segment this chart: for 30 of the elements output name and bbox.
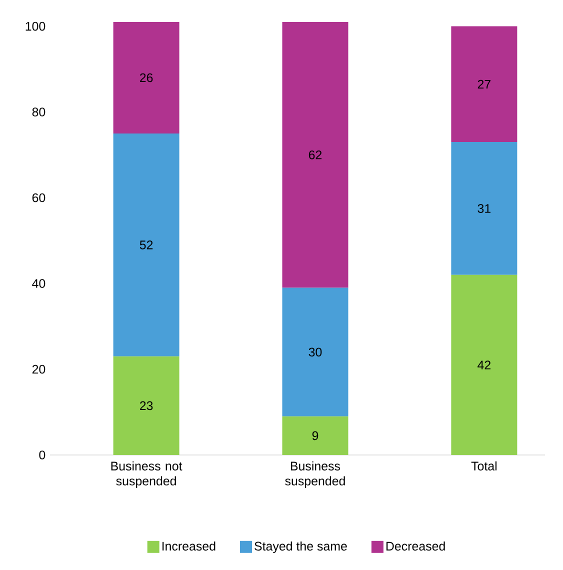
data-label: 23 [140, 401, 153, 410]
y-tick-label: 20 [32, 364, 46, 374]
data-label: 42 [478, 360, 490, 370]
x-tick-label: Business suspended [285, 461, 345, 488]
data-label: 26 [140, 73, 153, 82]
bar [113, 133, 180, 356]
bar [451, 274, 518, 455]
y-tick-label: 40 [32, 279, 46, 288]
data-label: 52 [140, 240, 153, 250]
bar [113, 22, 180, 134]
y-tick-label: 100 [26, 22, 46, 31]
bar [282, 416, 348, 455]
bar [282, 288, 348, 416]
data-label: 9 [312, 431, 318, 440]
legend-label: Stayed the same [254, 541, 347, 554]
data-label: 62 [308, 150, 322, 160]
legend-label: Increased [162, 541, 216, 551]
x-tick-label: Total [471, 461, 497, 470]
y-tick-label: 60 [32, 193, 46, 202]
data-label: 27 [478, 80, 490, 88]
legend-label: Decreased [386, 541, 445, 551]
x-tick-label: Business not suspended [111, 461, 182, 488]
y-tick-label: 80 [32, 108, 46, 116]
data-label: 31 [478, 204, 490, 213]
bar [451, 142, 518, 275]
bar [282, 22, 348, 288]
y-tick-label: 0 [39, 450, 46, 460]
bar [113, 356, 180, 455]
data-label: 30 [308, 348, 322, 357]
bar [451, 26, 518, 142]
